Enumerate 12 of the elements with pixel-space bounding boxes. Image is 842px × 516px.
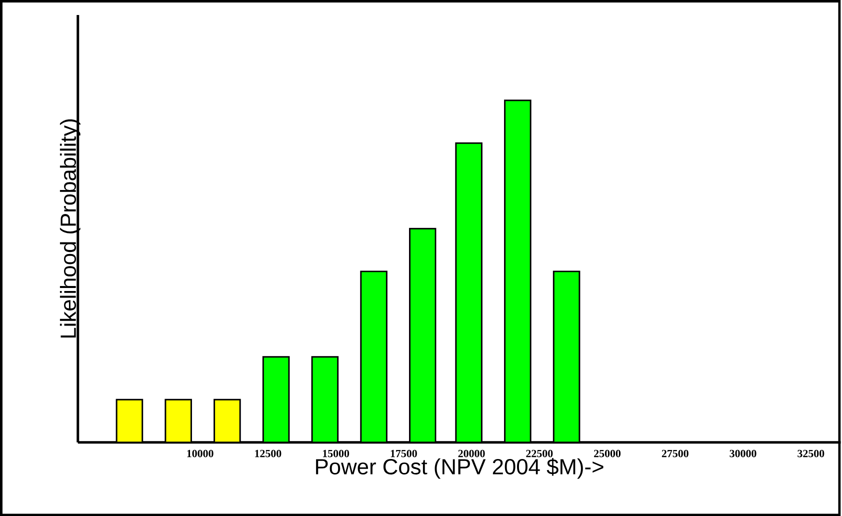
x-tick-label: 32500 (798, 450, 824, 458)
x-tick-label: 25000 (594, 450, 621, 458)
x-tick-label: 27500 (662, 450, 688, 458)
x-tick-label: 15000 (322, 450, 350, 458)
x-axis-title: Power Cost (NPV 2004 $M)-> (316, 458, 604, 479)
y-axis-title: Likelihood (Probability) (60, 119, 80, 338)
x-tick-label: 20000 (458, 450, 485, 458)
x-tick-label: 12500 (255, 450, 282, 458)
x-tick-label: 17500 (390, 450, 417, 458)
x-tick-label: 22500 (526, 450, 553, 458)
x-tick-label: 10000 (187, 450, 214, 458)
x-tick-label: 30000 (730, 450, 756, 458)
